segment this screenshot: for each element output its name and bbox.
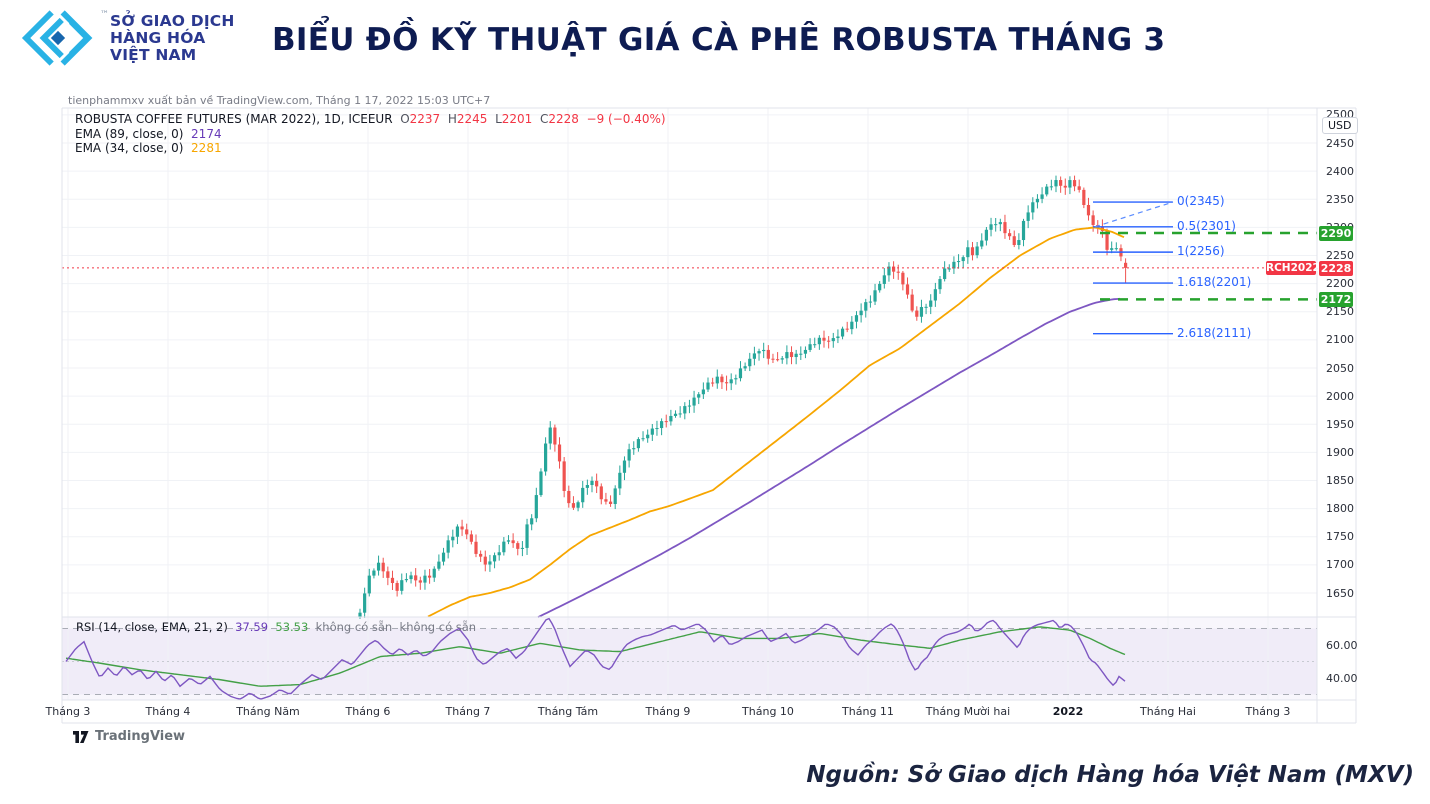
price-axis-label: 2150 [1326,305,1354,319]
time-axis-label[interactable]: Tháng 6 [345,705,391,718]
currency-toggle-badge[interactable]: USD [1322,117,1358,134]
time-axis-label[interactable]: Tháng 7 [445,705,491,718]
price-axis-label: 2250 [1326,249,1354,262]
time-axis-label[interactable]: Tháng 9 [645,705,691,718]
price-axis-label: 1650 [1326,586,1354,600]
ema89-value: 2174 [191,126,222,141]
last-price-badge: 2228 [1319,261,1353,276]
time-axis-label[interactable]: Tháng Mười hai [925,705,1011,718]
price-axis-label: 1900 [1326,445,1354,459]
ema89-label: EMA (89, close, 0) [75,126,184,141]
price-axis-label: 1800 [1326,502,1354,516]
high-value: 2245 [456,112,488,126]
logo-line-2: HÀNG HÓA [110,29,206,47]
close-value: 2228 [548,112,579,126]
rsi-axis-label: 60.00 [1326,638,1358,652]
legend-ema89-row[interactable]: EMA (89, close, 0) 2174 [75,127,666,142]
low-label: L [495,112,502,126]
resistance-price-badge: 2290 [1319,226,1353,241]
time-axis-label[interactable]: Tháng 3 [45,705,91,718]
rsi-ema-value: 53.53 [275,620,309,634]
chart-legend: ROBUSTA COFFEE FUTURES (MAR 2022), 1D, I… [75,112,666,156]
open-value: 2237 [409,112,441,126]
price-axis-label: 2350 [1326,192,1354,206]
high-label: H [447,112,457,126]
tradingview-label: TradingView [95,729,186,744]
logo-line-3: VIỆT NAM [110,46,197,64]
time-axis-label[interactable]: Tháng 10 [742,705,794,718]
chart-attribution: tienphammxv xuất bản về TradingView.com,… [68,94,491,107]
tradingview-logo-icon [73,730,89,743]
rsi-label: RSI (14, close, EMA, 21, 2) [76,620,228,634]
fib-level-label: 0.5(2301) [1177,218,1236,233]
rsi-na-2: không có sẵn [399,620,477,634]
price-axis-label: 1700 [1326,558,1354,572]
price-axis-label: 2050 [1326,361,1354,375]
legend-ema34-row[interactable]: EMA (34, close, 0) 2281 [75,141,666,156]
source-caption: Nguồn: Sở Giao dịch Hàng hóa Việt Nam (M… [806,762,1414,788]
time-axis-label[interactable]: 2022 [1052,705,1084,718]
trademark-symbol: ™ [100,10,109,20]
logo-line-1: SỞ GIAO DỊCH [110,12,235,30]
fib-level-label: 2.618(2111) [1177,325,1252,340]
price-axis-label: 1950 [1326,417,1354,431]
page-title: BIỂU ĐỒ KỸ THUẬT GIÁ CÀ PHÊ ROBUSTA THÁN… [272,22,1166,58]
support-price-badge: 2172 [1319,292,1353,307]
price-axis-label: 2000 [1326,389,1354,403]
price-axis-label: 1850 [1326,474,1354,487]
price-axis-label: 2200 [1326,277,1354,291]
price-axis-label: 1750 [1326,530,1354,544]
time-axis-label[interactable]: Tháng Hai [1140,705,1196,718]
low-value: 2201 [501,112,533,126]
rsi-axis-label: 40.00 [1326,671,1358,685]
fib-level-label: 1(2256) [1177,244,1225,259]
price-axis-label: 2100 [1326,333,1354,347]
rsi-legend[interactable]: RSI (14, close, EMA, 21, 2) 37.59 53.53 … [76,620,476,634]
time-axis-label[interactable]: Tháng 3 [1245,705,1291,718]
mxv-logo-text: SỞ GIAO DỊCH HÀNG HÓA VIỆT NAM [110,13,235,64]
fib-level-label: 1.618(2201) [1177,275,1252,290]
price-axis-label: 2450 [1326,136,1354,150]
fib-level-label: 0(2345) [1177,194,1225,209]
futures-contract-label: RCH2022 [1266,261,1320,275]
price-chart-canvas[interactable] [0,0,1430,760]
ema34-value: 2281 [191,141,222,155]
close-label: C [539,112,549,126]
price-axis-label: 2400 [1326,164,1354,178]
time-axis-label[interactable]: Tháng Năm [236,705,300,718]
time-axis-label[interactable]: Tháng 4 [145,705,191,718]
rsi-na-1: không có sẵn [315,620,393,634]
tradingview-link[interactable]: TradingView [72,729,185,744]
ema34-label: EMA (34, close, 0) [75,141,184,155]
time-axis-label[interactable]: Tháng 11 [842,705,894,718]
symbol-title: ROBUSTA COFFEE FUTURES (MAR 2022), 1D, I… [75,112,393,126]
time-axis-label[interactable]: Tháng Tám [537,705,599,718]
mxv-logo-icon [16,8,100,68]
rsi-value: 37.59 [235,620,269,634]
change-value: −9 (−0.40%) [586,112,666,126]
legend-symbol-row[interactable]: ROBUSTA COFFEE FUTURES (MAR 2022), 1D, I… [75,112,666,127]
open-label: O [400,112,410,126]
